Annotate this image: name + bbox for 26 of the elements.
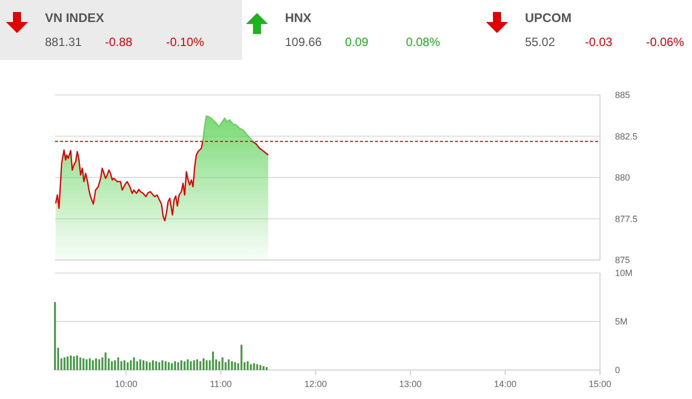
text: 109.66 [285, 35, 322, 49]
text: VN INDEX [45, 11, 105, 25]
y-tick-label: 885 [615, 90, 630, 100]
text: 55.02 [525, 35, 556, 49]
y-tick-label: 875 [615, 255, 630, 265]
x-tick-label: 12:00 [304, 379, 327, 389]
y-tick-label: 877.5 [615, 214, 638, 224]
text: HNX [285, 11, 312, 25]
y-tick-label: 0 [615, 365, 620, 375]
x-tick-label: 14:00 [494, 379, 516, 389]
text: -0.03 [585, 35, 613, 49]
y-tick-label: 880 [615, 172, 630, 182]
text: -0.88 [105, 35, 133, 49]
x-tick-label: 13:00 [399, 379, 422, 389]
x-tick-label: 15:00 [588, 379, 612, 389]
text: -0.10% [166, 35, 204, 49]
x-tick-label: 10:00 [114, 379, 138, 389]
text: -0.06% [646, 35, 684, 49]
text: 0.08% [406, 35, 440, 49]
y-tick-label: 882.5 [615, 131, 638, 142]
text: 0.09 [345, 35, 369, 49]
y-tick-label: 5M [615, 316, 628, 326]
text: UPCOM [525, 11, 572, 25]
y-tick-label: 10M [615, 268, 633, 278]
text: 881.31 [45, 35, 82, 49]
x-tick-label: 11:00 [210, 379, 232, 389]
